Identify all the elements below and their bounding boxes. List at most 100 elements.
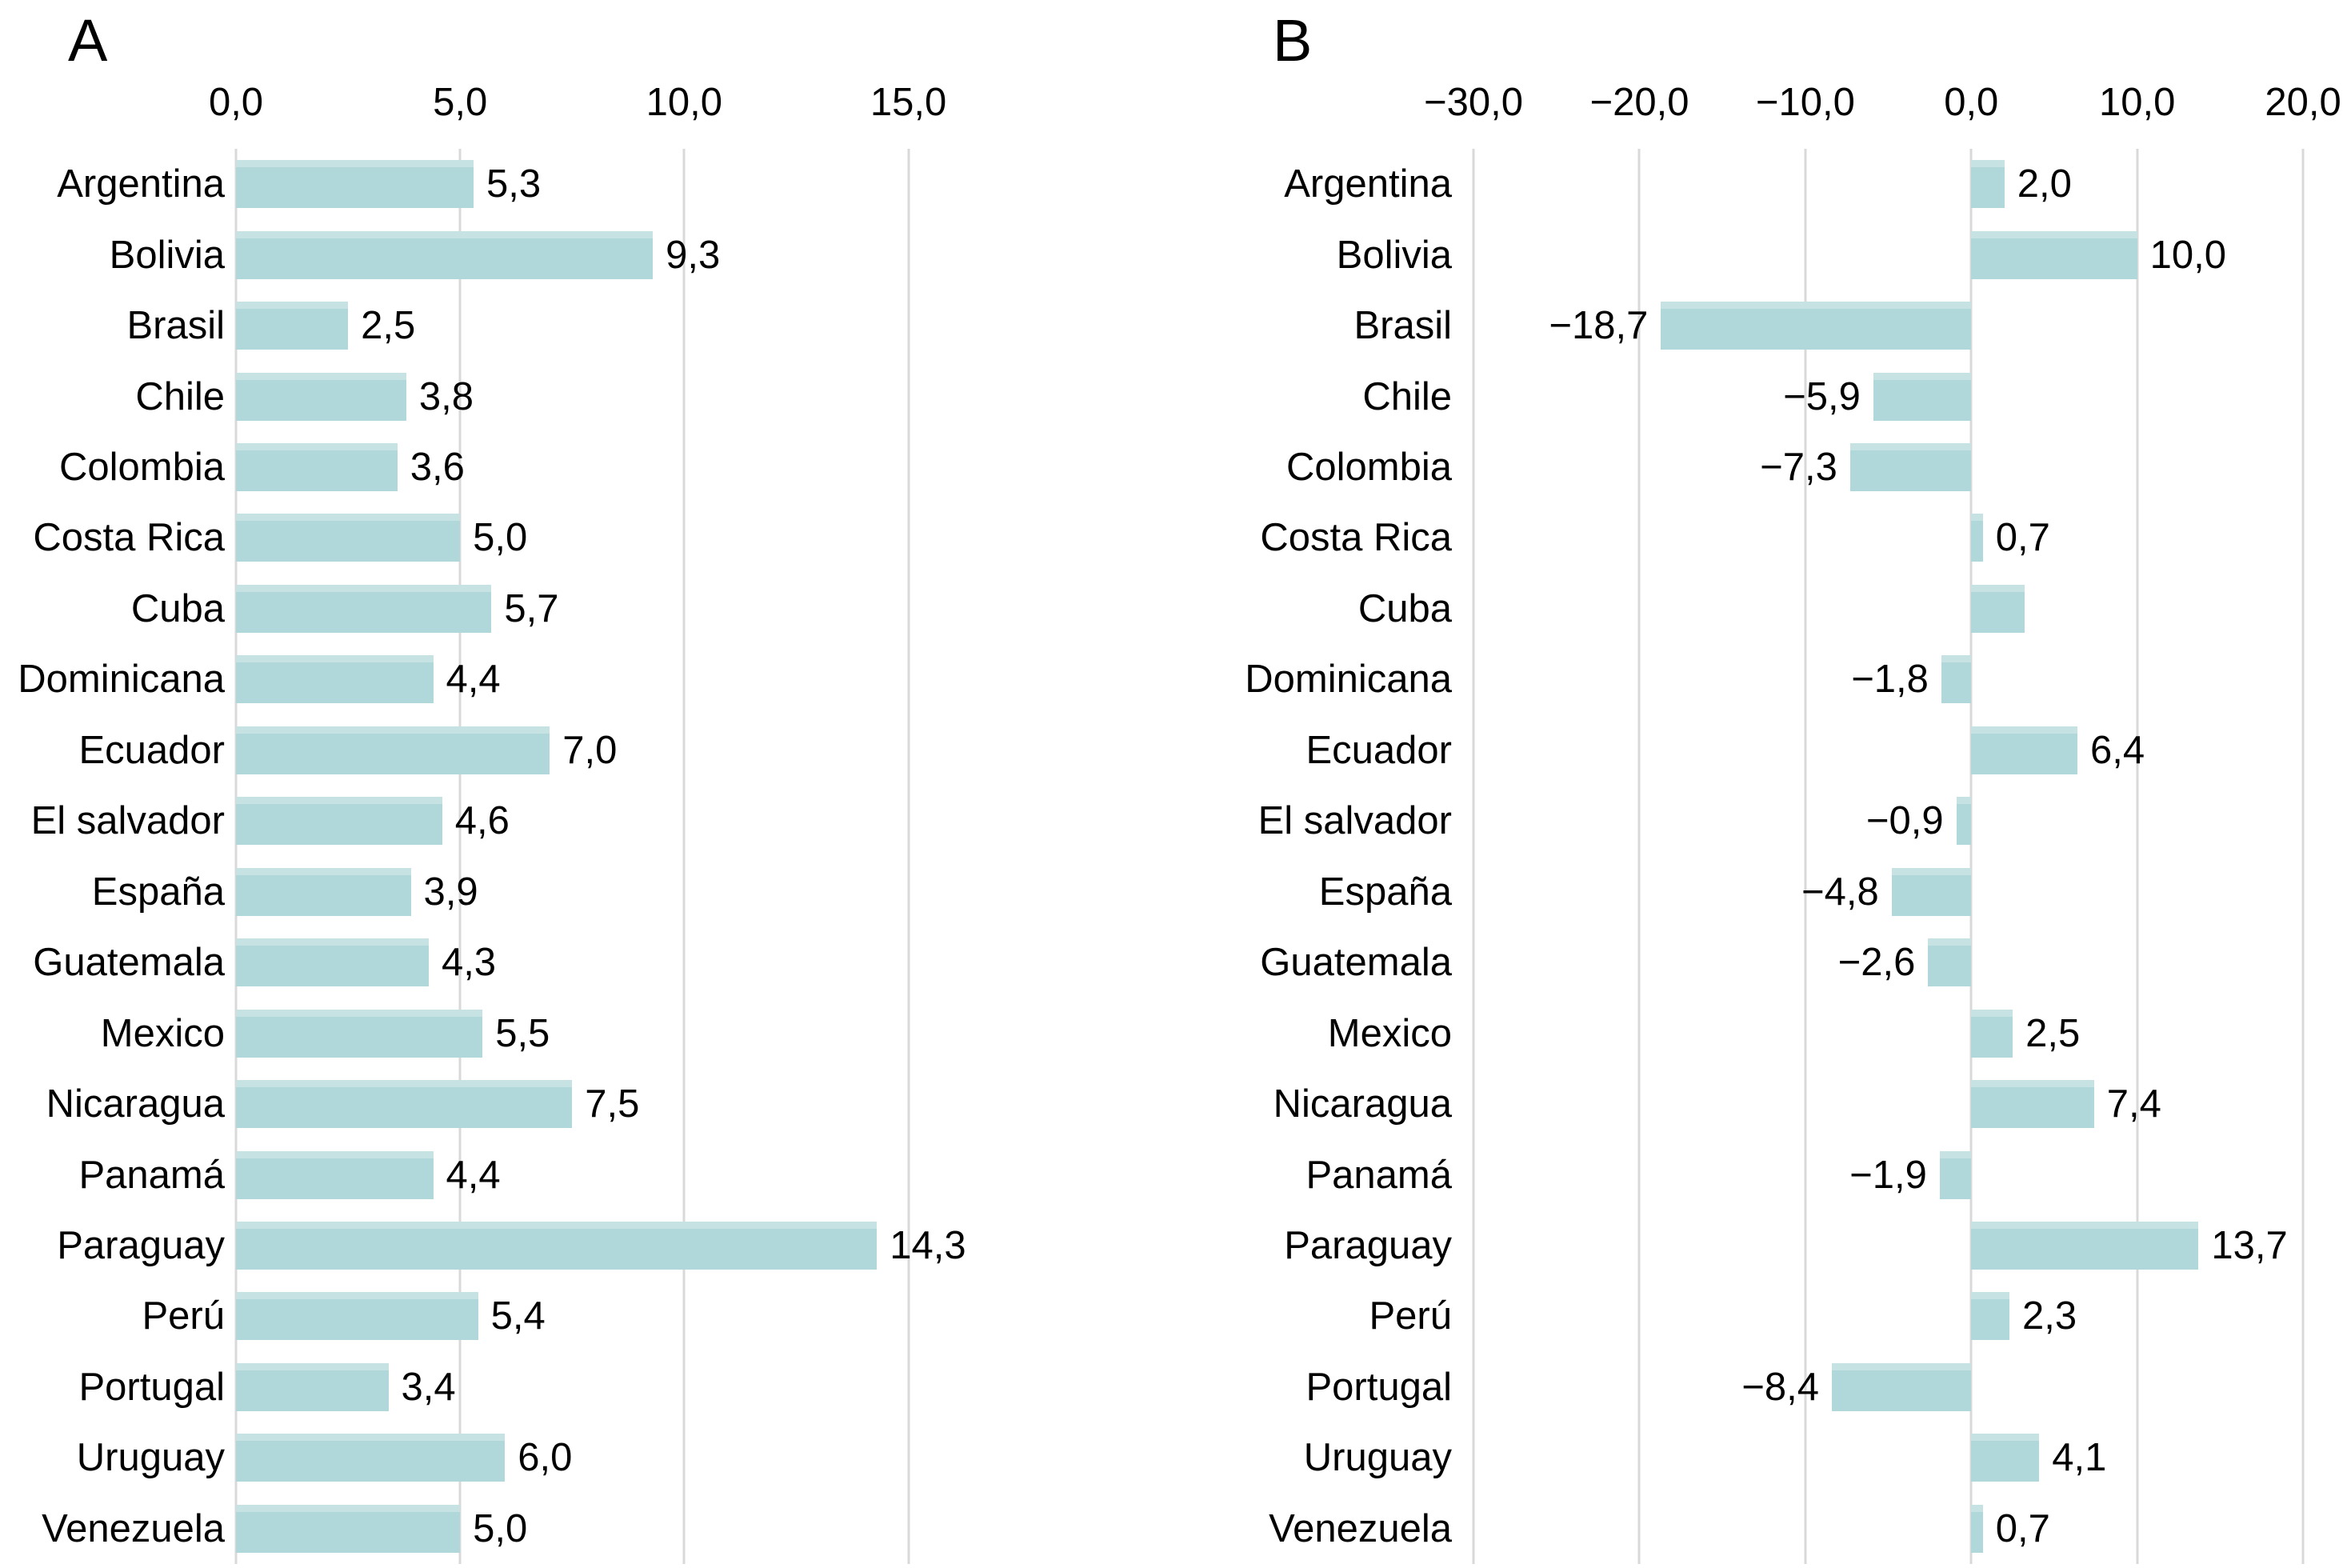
value-label: 3,4 [401, 1365, 456, 1409]
bar [236, 230, 654, 279]
country-label: Brasil [1353, 304, 1452, 348]
gridline [234, 149, 238, 1564]
country-label: Perú [142, 1294, 225, 1338]
value-label: 5,0 [473, 1506, 528, 1550]
country-label: Ecuador [78, 728, 225, 772]
country-label: Brasil [126, 304, 225, 348]
value-label: −1,8 [1851, 658, 1929, 702]
country-label: Paraguay [1284, 1223, 1452, 1267]
country-label: España [91, 870, 225, 914]
country-label: Colombia [59, 446, 225, 490]
panel-A: A 0,0 5,0 10,0 15,0 Argentina 5,3 Bolivia 9,3 Br… [18, 7, 966, 1564]
value-label: 5,5 [495, 1011, 550, 1055]
panel-letter-A: A [68, 7, 108, 74]
value-label: −5,9 [1783, 374, 1861, 418]
country-label: Guatemala [1260, 941, 1452, 985]
value-label: 3,9 [423, 870, 478, 914]
country-label: Uruguay [76, 1436, 225, 1480]
value-label: 3,6 [410, 446, 465, 490]
country-label: Argentina [57, 162, 225, 206]
bar [236, 372, 406, 421]
country-label: Cuba [1357, 586, 1452, 630]
value-label: −0,9 [1865, 799, 1944, 843]
value-label: 2,0 [2017, 162, 2072, 206]
bar [236, 1009, 483, 1058]
country-label: Panamá [78, 1153, 225, 1197]
value-label: 5,0 [473, 516, 528, 560]
bar [1928, 938, 1972, 987]
value-label: −8,4 [1741, 1365, 1820, 1409]
bar [1971, 1434, 2040, 1482]
country-label: Cuba [130, 586, 225, 630]
panel-B: B −30,0 −20,0 −10,0 0,0 10,0 20,0 Argentina 2,0… [1174, 0, 2347, 1568]
x-tick-label: −20,0 [1589, 81, 1689, 124]
bar [1971, 584, 2025, 633]
value-label: −7,3 [1760, 446, 1837, 490]
gridline [2136, 149, 2139, 1564]
bar [236, 1150, 434, 1199]
country-label: Guatemala [33, 941, 225, 985]
country-label: Mexico [1327, 1011, 1452, 1055]
value-label: 10,0 [2149, 233, 2227, 277]
country-label: Dominicana [18, 658, 225, 702]
value-label: −2,6 [1837, 941, 1916, 985]
bar [236, 938, 429, 987]
gridline [458, 149, 462, 1564]
bar [236, 1362, 389, 1411]
x-tick-label: 5,0 [433, 81, 488, 124]
bar [1891, 867, 1972, 916]
gridline [1969, 149, 1973, 1564]
bar [1971, 726, 2077, 774]
value-label: 4,3 [441, 941, 497, 985]
value-label: 5,7 [504, 586, 559, 630]
value-label: 5,4 [490, 1294, 546, 1338]
value-label: 4,6 [454, 799, 510, 843]
gridline [682, 149, 686, 1564]
value-label: 13,7 [2211, 1223, 2288, 1267]
country-label: Paraguay [57, 1223, 225, 1267]
bar [236, 1434, 506, 1482]
country-label: Chile [135, 374, 225, 418]
x-tick-label: 20,0 [2265, 81, 2341, 124]
gridline [1637, 149, 1641, 1564]
bar [1849, 443, 1972, 492]
country-label: Venezuela [42, 1506, 225, 1550]
gridline [907, 149, 910, 1564]
bar [1971, 1292, 2009, 1341]
country-label: Dominicana [1245, 658, 1452, 702]
country-label: Portugal [78, 1365, 225, 1409]
bar [1661, 302, 1972, 350]
bar [1873, 372, 1972, 421]
bar [236, 867, 411, 916]
bar [236, 797, 442, 846]
country-label: Bolivia [1336, 233, 1452, 277]
value-label: 2,5 [2025, 1011, 2081, 1055]
country-label: Nicaragua [1273, 1082, 1452, 1126]
country-label: Chile [1362, 374, 1452, 418]
value-label: 7,0 [562, 728, 618, 772]
value-label: 2,5 [361, 304, 416, 348]
bar [236, 655, 434, 704]
x-tick-label: 15,0 [870, 81, 947, 124]
x-tick-label: 10,0 [646, 81, 723, 124]
country-label: El salvador [30, 799, 225, 843]
country-label: Colombia [1286, 446, 1452, 490]
value-label: −18,7 [1549, 304, 1649, 348]
country-label: Argentina [1284, 162, 1452, 206]
country-label: Mexico [100, 1011, 225, 1055]
bar [236, 302, 349, 350]
country-label: Venezuela [1269, 1506, 1452, 1550]
value-label: 4,4 [446, 658, 501, 702]
bar [236, 443, 398, 492]
value-label: 3,8 [418, 374, 474, 418]
bar [1971, 1504, 1983, 1553]
value-label: −4,8 [1801, 870, 1879, 914]
bar [236, 1292, 478, 1341]
x-tick-label: 0,0 [208, 81, 264, 124]
bar [1971, 1221, 2199, 1270]
value-label: 4,1 [2052, 1436, 2107, 1480]
panel-letter-B: B [1273, 7, 1313, 74]
bar [236, 1504, 461, 1553]
value-label: 9,3 [666, 233, 721, 277]
